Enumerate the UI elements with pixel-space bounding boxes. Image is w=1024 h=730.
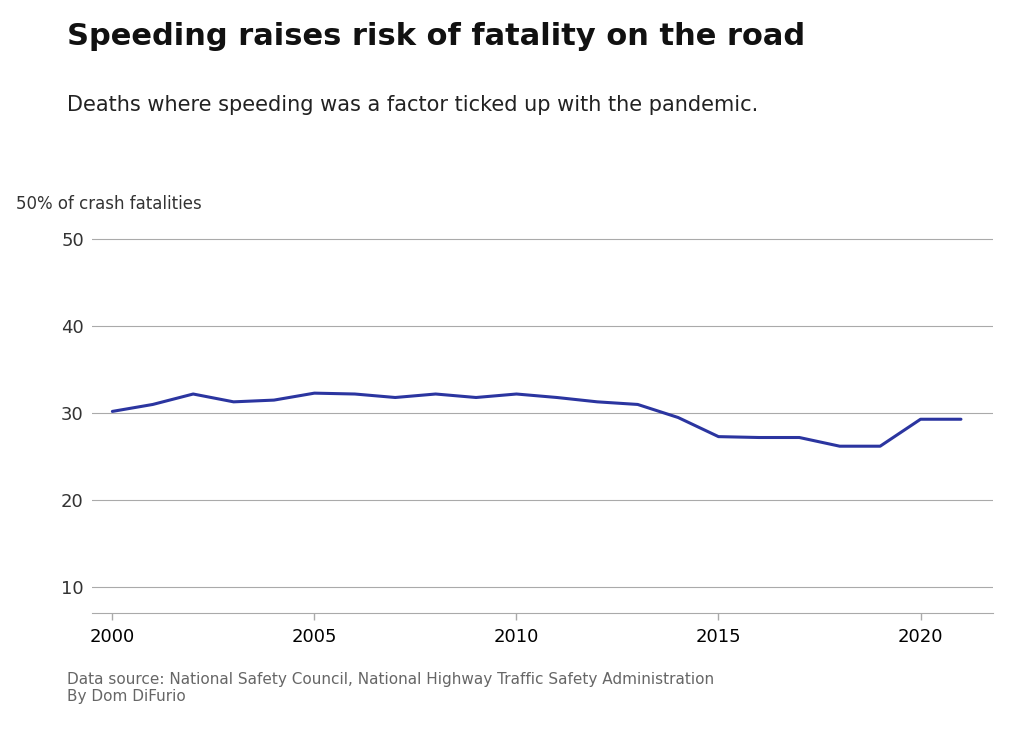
Text: Data source: National Safety Council, National Highway Traffic Safety Administra: Data source: National Safety Council, Na… bbox=[67, 672, 714, 704]
Text: Speeding raises risk of fatality on the road: Speeding raises risk of fatality on the … bbox=[67, 22, 805, 51]
Text: Deaths where speeding was a factor ticked up with the pandemic.: Deaths where speeding was a factor ticke… bbox=[67, 95, 758, 115]
Text: 50% of crash fatalities: 50% of crash fatalities bbox=[15, 196, 202, 213]
